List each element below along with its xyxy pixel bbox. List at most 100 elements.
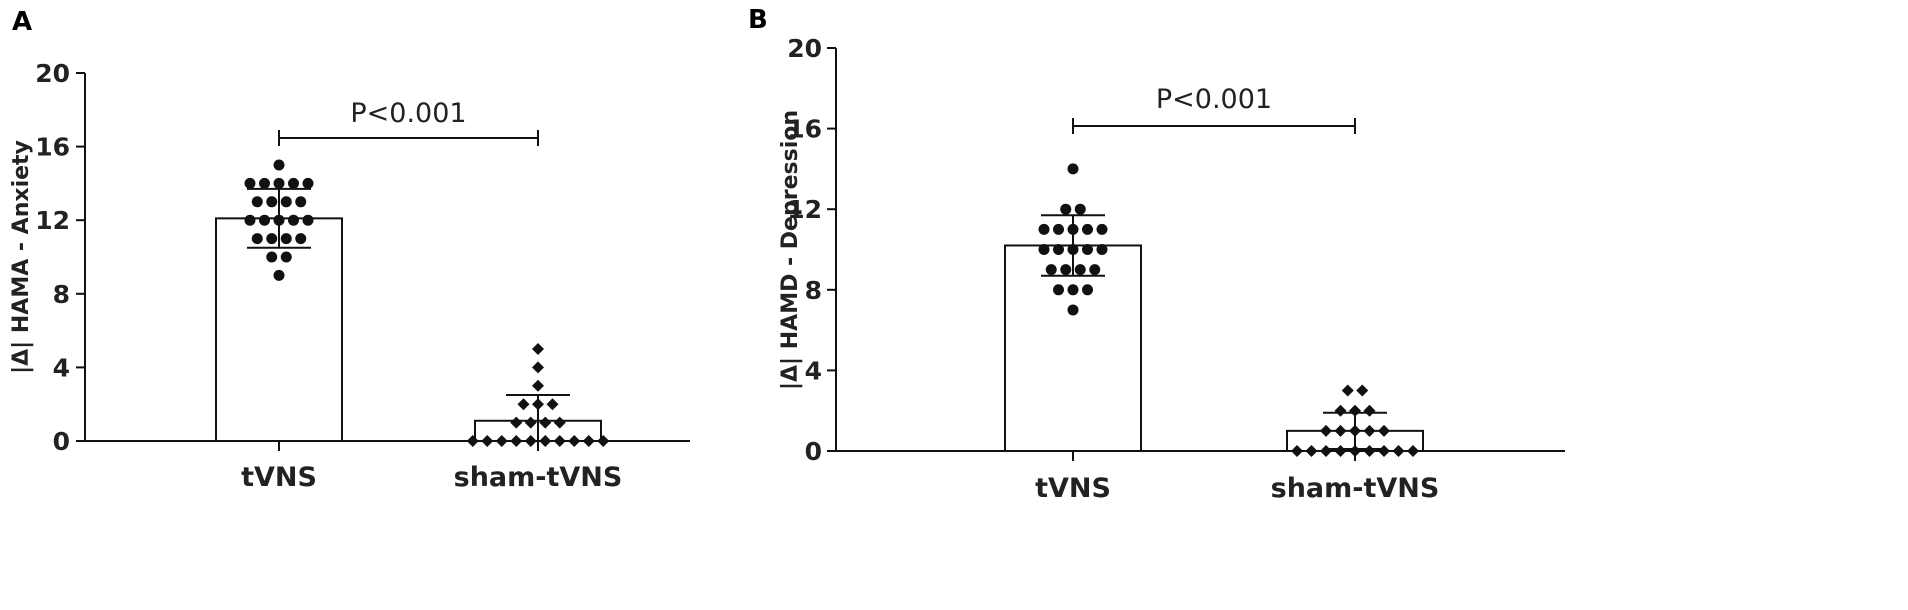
data-point bbox=[1038, 223, 1050, 235]
data-point bbox=[1349, 445, 1361, 457]
data-point bbox=[273, 177, 285, 189]
data-point bbox=[510, 435, 523, 447]
data-point bbox=[510, 416, 523, 429]
data-point bbox=[1334, 445, 1347, 457]
data-point bbox=[582, 435, 595, 447]
data-point bbox=[1067, 304, 1079, 316]
y-tick-label: 8 bbox=[53, 280, 70, 309]
data-point bbox=[288, 214, 299, 226]
data-point bbox=[302, 177, 314, 189]
data-point bbox=[266, 233, 278, 245]
panel-label: A bbox=[12, 7, 32, 37]
y-axis-title: |Δ| HAMD - Depression bbox=[778, 110, 803, 390]
p-value-label: P<0.001 bbox=[350, 98, 466, 129]
data-point bbox=[288, 177, 299, 189]
data-point bbox=[1082, 284, 1093, 296]
data-point bbox=[1067, 244, 1079, 255]
data-point bbox=[251, 196, 263, 208]
data-point bbox=[1363, 424, 1376, 437]
data-point bbox=[539, 416, 552, 429]
data-point bbox=[1392, 445, 1405, 457]
data-point bbox=[1067, 163, 1079, 175]
data-point bbox=[266, 251, 278, 263]
data-point bbox=[259, 177, 270, 189]
panel-label: B bbox=[748, 5, 768, 35]
data-point bbox=[251, 233, 263, 245]
data-point bbox=[1305, 445, 1318, 457]
data-point bbox=[597, 435, 610, 447]
bar bbox=[1004, 244, 1142, 452]
data-point bbox=[244, 177, 256, 189]
data-point bbox=[1291, 445, 1303, 457]
panel-a: A 0 4 8 12 16 20 |Δ| HAMA - Anxiety tVNS sham-tVN… bbox=[9, 7, 690, 493]
data-point bbox=[568, 435, 581, 447]
data-point bbox=[1320, 424, 1332, 437]
data-point bbox=[546, 398, 559, 411]
data-point bbox=[1067, 284, 1079, 296]
data-point bbox=[539, 435, 552, 447]
data-point bbox=[302, 214, 314, 226]
bar bbox=[215, 217, 343, 442]
data-point bbox=[532, 398, 544, 411]
category-label: tVNS bbox=[1035, 473, 1111, 504]
data-point bbox=[295, 233, 307, 245]
data-point bbox=[1038, 244, 1050, 255]
data-point bbox=[1334, 404, 1347, 417]
data-point bbox=[1349, 404, 1361, 417]
category-label: sham-tVNS bbox=[454, 462, 623, 493]
data-point bbox=[1363, 404, 1376, 417]
data-point bbox=[273, 159, 285, 171]
y-tick-label: 4 bbox=[53, 353, 70, 382]
y-tick-label: 16 bbox=[35, 133, 70, 162]
data-point bbox=[1089, 264, 1101, 276]
data-point bbox=[517, 398, 530, 411]
data-point bbox=[495, 435, 508, 447]
data-point bbox=[280, 233, 292, 245]
p-value-label: P<0.001 bbox=[1156, 84, 1272, 115]
data-point bbox=[1356, 384, 1369, 397]
data-point bbox=[532, 361, 544, 374]
data-point bbox=[273, 214, 285, 226]
y-tick-label: 20 bbox=[787, 34, 822, 63]
data-point bbox=[1060, 203, 1072, 215]
y-tick-label: 0 bbox=[53, 427, 70, 456]
category-label: tVNS bbox=[241, 462, 317, 493]
category-label: sham-tVNS bbox=[1271, 473, 1440, 504]
data-point bbox=[280, 251, 292, 263]
data-point bbox=[1378, 445, 1390, 457]
data-point bbox=[1096, 244, 1108, 255]
data-point bbox=[1053, 244, 1064, 255]
data-point bbox=[1096, 223, 1108, 235]
y-axis-title: |Δ| HAMA - Anxiety bbox=[9, 140, 34, 374]
data-point bbox=[273, 269, 285, 281]
y-tick-label: 8 bbox=[805, 276, 822, 305]
data-point bbox=[532, 379, 544, 392]
data-point bbox=[524, 435, 537, 447]
data-point bbox=[1341, 384, 1354, 397]
data-point bbox=[1053, 284, 1064, 296]
data-point bbox=[524, 416, 537, 429]
data-point bbox=[1074, 264, 1086, 276]
y-tick-label: 20 bbox=[35, 59, 70, 88]
data-point bbox=[295, 196, 307, 208]
data-point bbox=[259, 214, 270, 226]
data-point bbox=[1074, 203, 1086, 215]
data-point bbox=[1082, 223, 1093, 235]
data-point bbox=[1045, 264, 1057, 276]
data-point bbox=[1082, 244, 1093, 255]
data-point bbox=[1407, 445, 1419, 457]
y-tick-label: 16 bbox=[787, 115, 822, 144]
y-tick-label: 12 bbox=[787, 195, 822, 224]
y-tick-label: 4 bbox=[805, 356, 822, 385]
data-point bbox=[1060, 264, 1072, 276]
data-point bbox=[1378, 424, 1390, 437]
data-point bbox=[553, 435, 566, 447]
data-point bbox=[466, 435, 479, 447]
data-point bbox=[1067, 223, 1079, 235]
data-point bbox=[1363, 445, 1376, 457]
data-point bbox=[1320, 445, 1332, 457]
data-point bbox=[532, 343, 544, 355]
data-point bbox=[481, 435, 494, 447]
data-point bbox=[553, 416, 566, 429]
